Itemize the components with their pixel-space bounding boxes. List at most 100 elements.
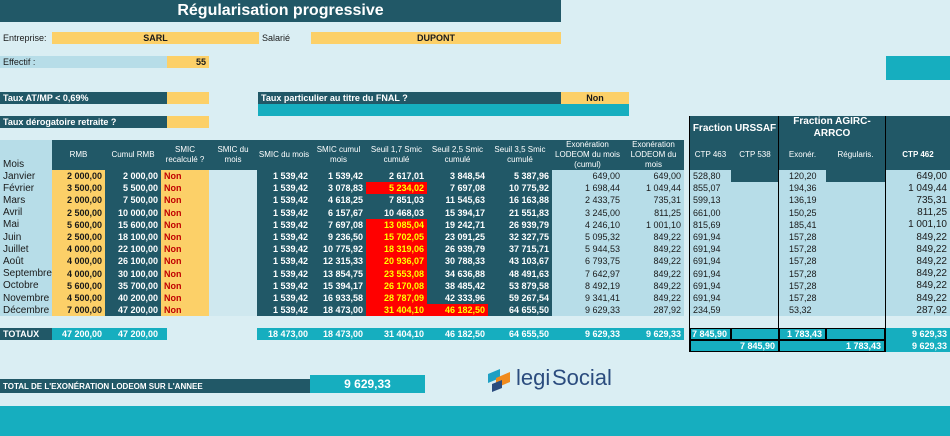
taux-derog-field[interactable] xyxy=(167,116,209,128)
header-smic: SMIC du mois xyxy=(257,140,311,170)
regularis-cell xyxy=(826,182,885,195)
urssaf-left-border xyxy=(689,116,690,352)
smic-du-mois-input[interactable] xyxy=(209,170,257,183)
smic-du-mois-input[interactable] xyxy=(209,304,257,317)
smic-recalc-select[interactable]: Non xyxy=(161,304,209,317)
taux-fnal-label: Taux particulier au titre du FNAL ? xyxy=(258,92,561,104)
smic-mois-cell: 1 539,42 xyxy=(257,267,311,280)
smic-recalc-select[interactable]: Non xyxy=(161,255,209,268)
header-exoner: Exonér. xyxy=(779,140,826,170)
smic-cumul-cell: 12 315,33 xyxy=(311,255,366,268)
entreprise-field[interactable]: SARL xyxy=(52,32,259,44)
row-month: Juillet xyxy=(0,243,52,256)
cumul-rmb-cell: 26 100,00 xyxy=(105,255,161,268)
smic-du-mois-input[interactable] xyxy=(209,267,257,280)
rmb-input[interactable]: 2 000,00 xyxy=(52,194,105,207)
seuil-35-cell: 59 267,54 xyxy=(488,292,552,305)
seuil-25-cell: 26 939,79 xyxy=(427,243,488,256)
group-ctp462-top xyxy=(886,116,950,140)
exo-cumul-cell: 5 095,32 xyxy=(552,231,623,244)
ctp538-cell xyxy=(731,292,779,305)
ctp463-cell: 691,94 xyxy=(690,243,731,256)
smic-mois-cell: 1 539,42 xyxy=(257,255,311,268)
header-mois: Mois xyxy=(0,140,52,170)
smic-cumul-cell: 15 394,17 xyxy=(311,279,366,292)
total-cumul: 47 200,00 xyxy=(105,328,161,340)
seuil-17-cell: 10 468,03 xyxy=(366,206,427,219)
effectif-field[interactable]: 55 xyxy=(167,56,209,68)
effectif-label: Effectif : xyxy=(0,56,167,68)
smic-du-mois-input[interactable] xyxy=(209,255,257,268)
ctp462-cell: 1 001,10 xyxy=(886,218,950,231)
smic-du-mois-input[interactable] xyxy=(209,292,257,305)
rmb-input[interactable]: 2 500,00 xyxy=(52,206,105,219)
rmb-input[interactable]: 5 600,00 xyxy=(52,218,105,231)
smic-cumul-cell: 18 473,00 xyxy=(311,304,366,317)
ctp462-cell: 849,22 xyxy=(886,292,950,305)
regularis-cell xyxy=(826,292,885,305)
exo-cumul-cell: 9 629,33 xyxy=(552,304,623,317)
smic-mois-cell: 1 539,42 xyxy=(257,279,311,292)
header-s17: Seuil 1,7 Smic cumulé xyxy=(366,140,427,170)
smic-du-mois-input[interactable] xyxy=(209,194,257,207)
smic-recalc-select[interactable]: Non xyxy=(161,218,209,231)
smic-cumul-cell: 16 933,58 xyxy=(311,292,366,305)
smic-du-mois-input[interactable] xyxy=(209,218,257,231)
seuil-25-cell: 34 636,88 xyxy=(427,267,488,280)
rmb-input[interactable]: 4 500,00 xyxy=(52,292,105,305)
smic-recalc-select[interactable]: Non xyxy=(161,267,209,280)
total-s35: 64 655,50 xyxy=(488,328,552,340)
smic-du-mois-input[interactable] xyxy=(209,243,257,256)
rmb-input[interactable]: 2 500,00 xyxy=(52,231,105,244)
rmb-input[interactable]: 2 000,00 xyxy=(52,170,105,183)
smic-cumul-cell: 13 854,75 xyxy=(311,267,366,280)
total-smic: 18 473,00 xyxy=(257,328,311,340)
total-rmb: 47 200,00 xyxy=(52,328,105,340)
rmb-input[interactable]: 3 500,00 xyxy=(52,182,105,195)
smic-mois-cell: 1 539,42 xyxy=(257,182,311,195)
cumul-rmb-cell: 22 100,00 xyxy=(105,243,161,256)
taux-atmp-label: Taux AT/MP < 0,69% xyxy=(0,92,167,104)
ctp538-cell xyxy=(731,267,779,280)
exo-mois-cell: 849,22 xyxy=(623,231,684,244)
rmb-input[interactable]: 4 000,00 xyxy=(52,243,105,256)
salarie-field[interactable]: DUPONT xyxy=(311,32,561,44)
smic-recalc-select[interactable]: Non xyxy=(161,170,209,183)
rmb-input[interactable]: 4 000,00 xyxy=(52,255,105,268)
exo-cumul-cell: 4 246,10 xyxy=(552,218,623,231)
smic-du-mois-input[interactable] xyxy=(209,279,257,292)
smic-recalc-select[interactable]: Non xyxy=(161,206,209,219)
rmb-input[interactable]: 4 000,00 xyxy=(52,267,105,280)
total-exoner: 1 783,43 xyxy=(779,328,826,340)
seuil-35-cell: 37 715,71 xyxy=(488,243,552,256)
smic-recalc-select[interactable]: Non xyxy=(161,182,209,195)
smic-recalc-select[interactable]: Non xyxy=(161,292,209,305)
smic-recalc-select[interactable]: Non xyxy=(161,279,209,292)
exo-cumul-cell: 6 793,75 xyxy=(552,255,623,268)
smic-recalc-select[interactable]: Non xyxy=(161,194,209,207)
smic-du-mois-input[interactable] xyxy=(209,182,257,195)
smic-du-mois-input[interactable] xyxy=(209,231,257,244)
rmb-input[interactable]: 7 000,00 xyxy=(52,304,105,317)
regularis-cell xyxy=(826,304,885,317)
smic-du-mois-input[interactable] xyxy=(209,206,257,219)
header-ctp463: CTP 463 xyxy=(690,140,731,170)
seuil-25-cell: 23 091,25 xyxy=(427,231,488,244)
exo-mois-cell: 849,22 xyxy=(623,279,684,292)
taux-fnal-field[interactable]: Non xyxy=(561,92,629,104)
smic-recalc-select[interactable]: Non xyxy=(161,243,209,256)
ctp538-cell xyxy=(731,255,779,268)
ctp463-cell: 661,00 xyxy=(690,206,731,219)
seuil-25-cell: 30 788,33 xyxy=(427,255,488,268)
row-month: Avril xyxy=(0,206,52,219)
taux-atmp-field[interactable] xyxy=(167,92,209,104)
total-s17: 31 404,10 xyxy=(366,328,427,340)
rmb-input[interactable]: 5 600,00 xyxy=(52,279,105,292)
header-smic_cumul: SMIC cumul mois xyxy=(311,140,366,170)
smic-mois-cell: 1 539,42 xyxy=(257,231,311,244)
smic-recalc-select[interactable]: Non xyxy=(161,231,209,244)
exoner-cell: 157,28 xyxy=(779,267,826,280)
fnal-strip xyxy=(258,104,629,116)
ctp538-cell xyxy=(731,170,779,183)
totals-label: TOTAUX xyxy=(0,328,52,340)
